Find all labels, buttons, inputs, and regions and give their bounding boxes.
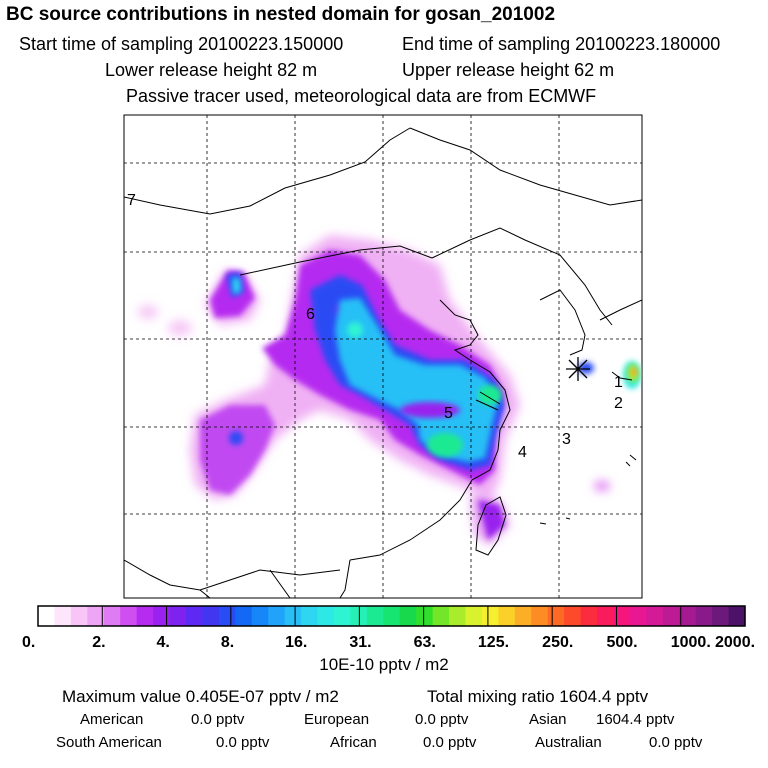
colorbar-swatch (153, 606, 171, 626)
colorbar-swatch (218, 606, 236, 626)
asian-label: Asian (529, 711, 567, 728)
colorbar-tick-label: 2000. (715, 634, 755, 651)
colorbar-swatch (481, 606, 499, 626)
concentration-field (124, 115, 642, 598)
colorbar-swatch (695, 606, 713, 626)
colorbar-swatch (399, 606, 417, 626)
region-label-5: 5 (444, 405, 453, 422)
colorbar-swatch (366, 606, 384, 626)
colorbar-swatch (268, 606, 286, 626)
colorbar-tick-label: 125. (478, 634, 509, 651)
colorbar-swatch (54, 606, 72, 626)
colorbar-tick-label: 8. (221, 634, 234, 651)
end-time-label: End time of sampling 20100223.180000 (402, 34, 721, 54)
region-label-4: 4 (518, 444, 527, 461)
upper-release-label: Upper release height 62 m (402, 60, 615, 80)
asterisk-icon (566, 357, 590, 381)
colorbar-swatch (597, 606, 615, 626)
south-american-label: South American (56, 734, 162, 751)
colorbar-swatch (317, 606, 335, 626)
colorbar-swatch (38, 606, 56, 626)
colorbar-tick-label: 0. (22, 634, 35, 651)
colorbar-tick-label: 500. (606, 634, 637, 651)
european-label: European (304, 711, 370, 728)
colorbar-unit-label: 10E-10 pptv / m2 (319, 655, 449, 674)
gridlines (124, 115, 642, 598)
colorbar-swatch (103, 606, 121, 626)
colorbar-swatch (547, 606, 565, 626)
region-label-7: 7 (127, 192, 136, 209)
colorbar-tick-label: 16. (285, 634, 307, 651)
colorbar-swatch (580, 606, 598, 626)
colorbar-swatch (514, 606, 532, 626)
colorbar-swatch (498, 606, 516, 626)
colorbar-swatch (383, 606, 401, 626)
colorbar-swatch (646, 606, 664, 626)
colorbar-swatch (87, 606, 105, 626)
colorbar-swatch (629, 606, 647, 626)
colorbar-swatch (432, 606, 450, 626)
colorbar-swatch (449, 606, 467, 626)
region-label-2: 2 (614, 395, 623, 412)
african-label: African (330, 734, 377, 751)
colorbar-swatch (333, 606, 351, 626)
asian-value: 1604.4 pptv (596, 711, 675, 728)
colorbar-swatch (416, 606, 434, 626)
tracer-note: Passive tracer used, meteorological data… (126, 86, 597, 106)
max-value-label: Maximum value 0.405E-07 pptv / m2 (62, 687, 339, 706)
colorbar-swatch (70, 606, 88, 626)
lower-release-label: Lower release height 82 m (105, 60, 318, 80)
colorbar-swatch (301, 606, 319, 626)
colorbar-swatch (679, 606, 697, 626)
colorbar-tick-labels: 0. 2. 4. 8. 16. 31. 63. 125. 250. 500. 1000. 2000. (22, 634, 755, 651)
colorbar-tick-label: 31. (349, 634, 371, 651)
american-value: 0.0 pptv (191, 711, 245, 728)
colorbar-swatch (120, 606, 138, 626)
colorbar-swatch (613, 606, 631, 626)
colorbar-swatch (465, 606, 483, 626)
colorbar-swatch (202, 606, 220, 626)
colorbar-tick-label: 4. (157, 634, 170, 651)
plot-title: BC source contributions in nested domain… (6, 4, 556, 25)
colorbar-swatch (185, 606, 204, 626)
colorbar-swatch (712, 606, 730, 626)
colorbar-swatch (136, 606, 154, 626)
colorbar (37, 605, 746, 627)
european-value: 0.0 pptv (415, 711, 469, 728)
american-label: American (80, 711, 144, 728)
total-mixing-ratio-label: Total mixing ratio 1604.4 pptv (427, 687, 649, 706)
australian-value: 0.0 pptv (649, 734, 703, 751)
colorbar-tick-label: 63. (414, 634, 436, 651)
south-american-value: 0.0 pptv (216, 734, 270, 751)
colorbar-tick-label: 2. (92, 634, 105, 651)
colorbar-swatch (662, 606, 680, 626)
start-time-label: Start time of sampling 20100223.150000 (19, 34, 344, 54)
coastlines (124, 127, 642, 598)
region-label-6: 6 (306, 306, 315, 323)
colorbar-swatch (531, 606, 549, 626)
colorbar-swatch (251, 606, 269, 626)
region-label-3: 3 (562, 431, 571, 448)
colorbar-swatch (564, 606, 582, 626)
colorbar-tick-label: 1000. (671, 634, 711, 651)
african-value: 0.0 pptv (423, 734, 477, 751)
colorbar-swatch (284, 606, 302, 626)
colorbar-swatch (728, 606, 746, 626)
colorbar-swatch (169, 606, 187, 626)
region-label-1: 1 (614, 374, 623, 391)
colorbar-border (37, 605, 746, 627)
australian-label: Australian (535, 734, 602, 751)
colorbar-swatch (235, 606, 253, 626)
colorbar-tick-label: 250. (542, 634, 573, 651)
